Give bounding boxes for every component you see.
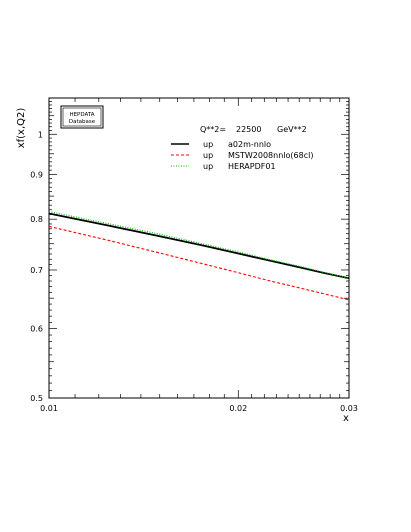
x-tick-label: 0.02: [229, 404, 247, 413]
legend-prefix-0: up: [203, 140, 213, 149]
hepdata-logo: HEPDATA Database: [60, 105, 104, 129]
legend-prefix-1: up: [203, 151, 213, 160]
logo-line-2: Database: [69, 119, 96, 125]
legend-name-2: HERAPDF01: [228, 162, 276, 171]
x-tick-label: 0.03: [340, 404, 358, 413]
q2-annotation-label: Q**2=: [200, 125, 226, 134]
x-tick-label: 0.01: [40, 404, 58, 413]
y-tick-label: 0.7: [30, 266, 43, 275]
y-tick-label: 0.9: [30, 170, 43, 179]
q2-annotation-value: 22500: [236, 125, 261, 134]
y-tick-label: 0.8: [30, 215, 43, 224]
y-tick-label: 1: [38, 130, 43, 139]
logo-line-1: HEPDATA: [69, 112, 94, 118]
legend: up a02m-nnlo up MSTW2008nnlo(68cl) up HE…: [171, 140, 313, 171]
series-line-0: [48, 212, 350, 280]
legend-name-0: a02m-nnlo: [228, 140, 271, 149]
x-axis-label: x: [343, 413, 349, 424]
legend-name-1: MSTW2008nnlo(68cl): [228, 151, 313, 160]
series-line-1: [48, 225, 350, 301]
plot-frame: [48, 97, 350, 399]
y-axis-label: xf(x,Q2): [16, 108, 27, 149]
y-tick-label: 0.5: [30, 394, 43, 403]
q2-annotation-unit: GeV**2: [277, 125, 307, 134]
legend-prefix-2: up: [203, 162, 213, 171]
y-tick-label: 0.6: [30, 325, 43, 334]
